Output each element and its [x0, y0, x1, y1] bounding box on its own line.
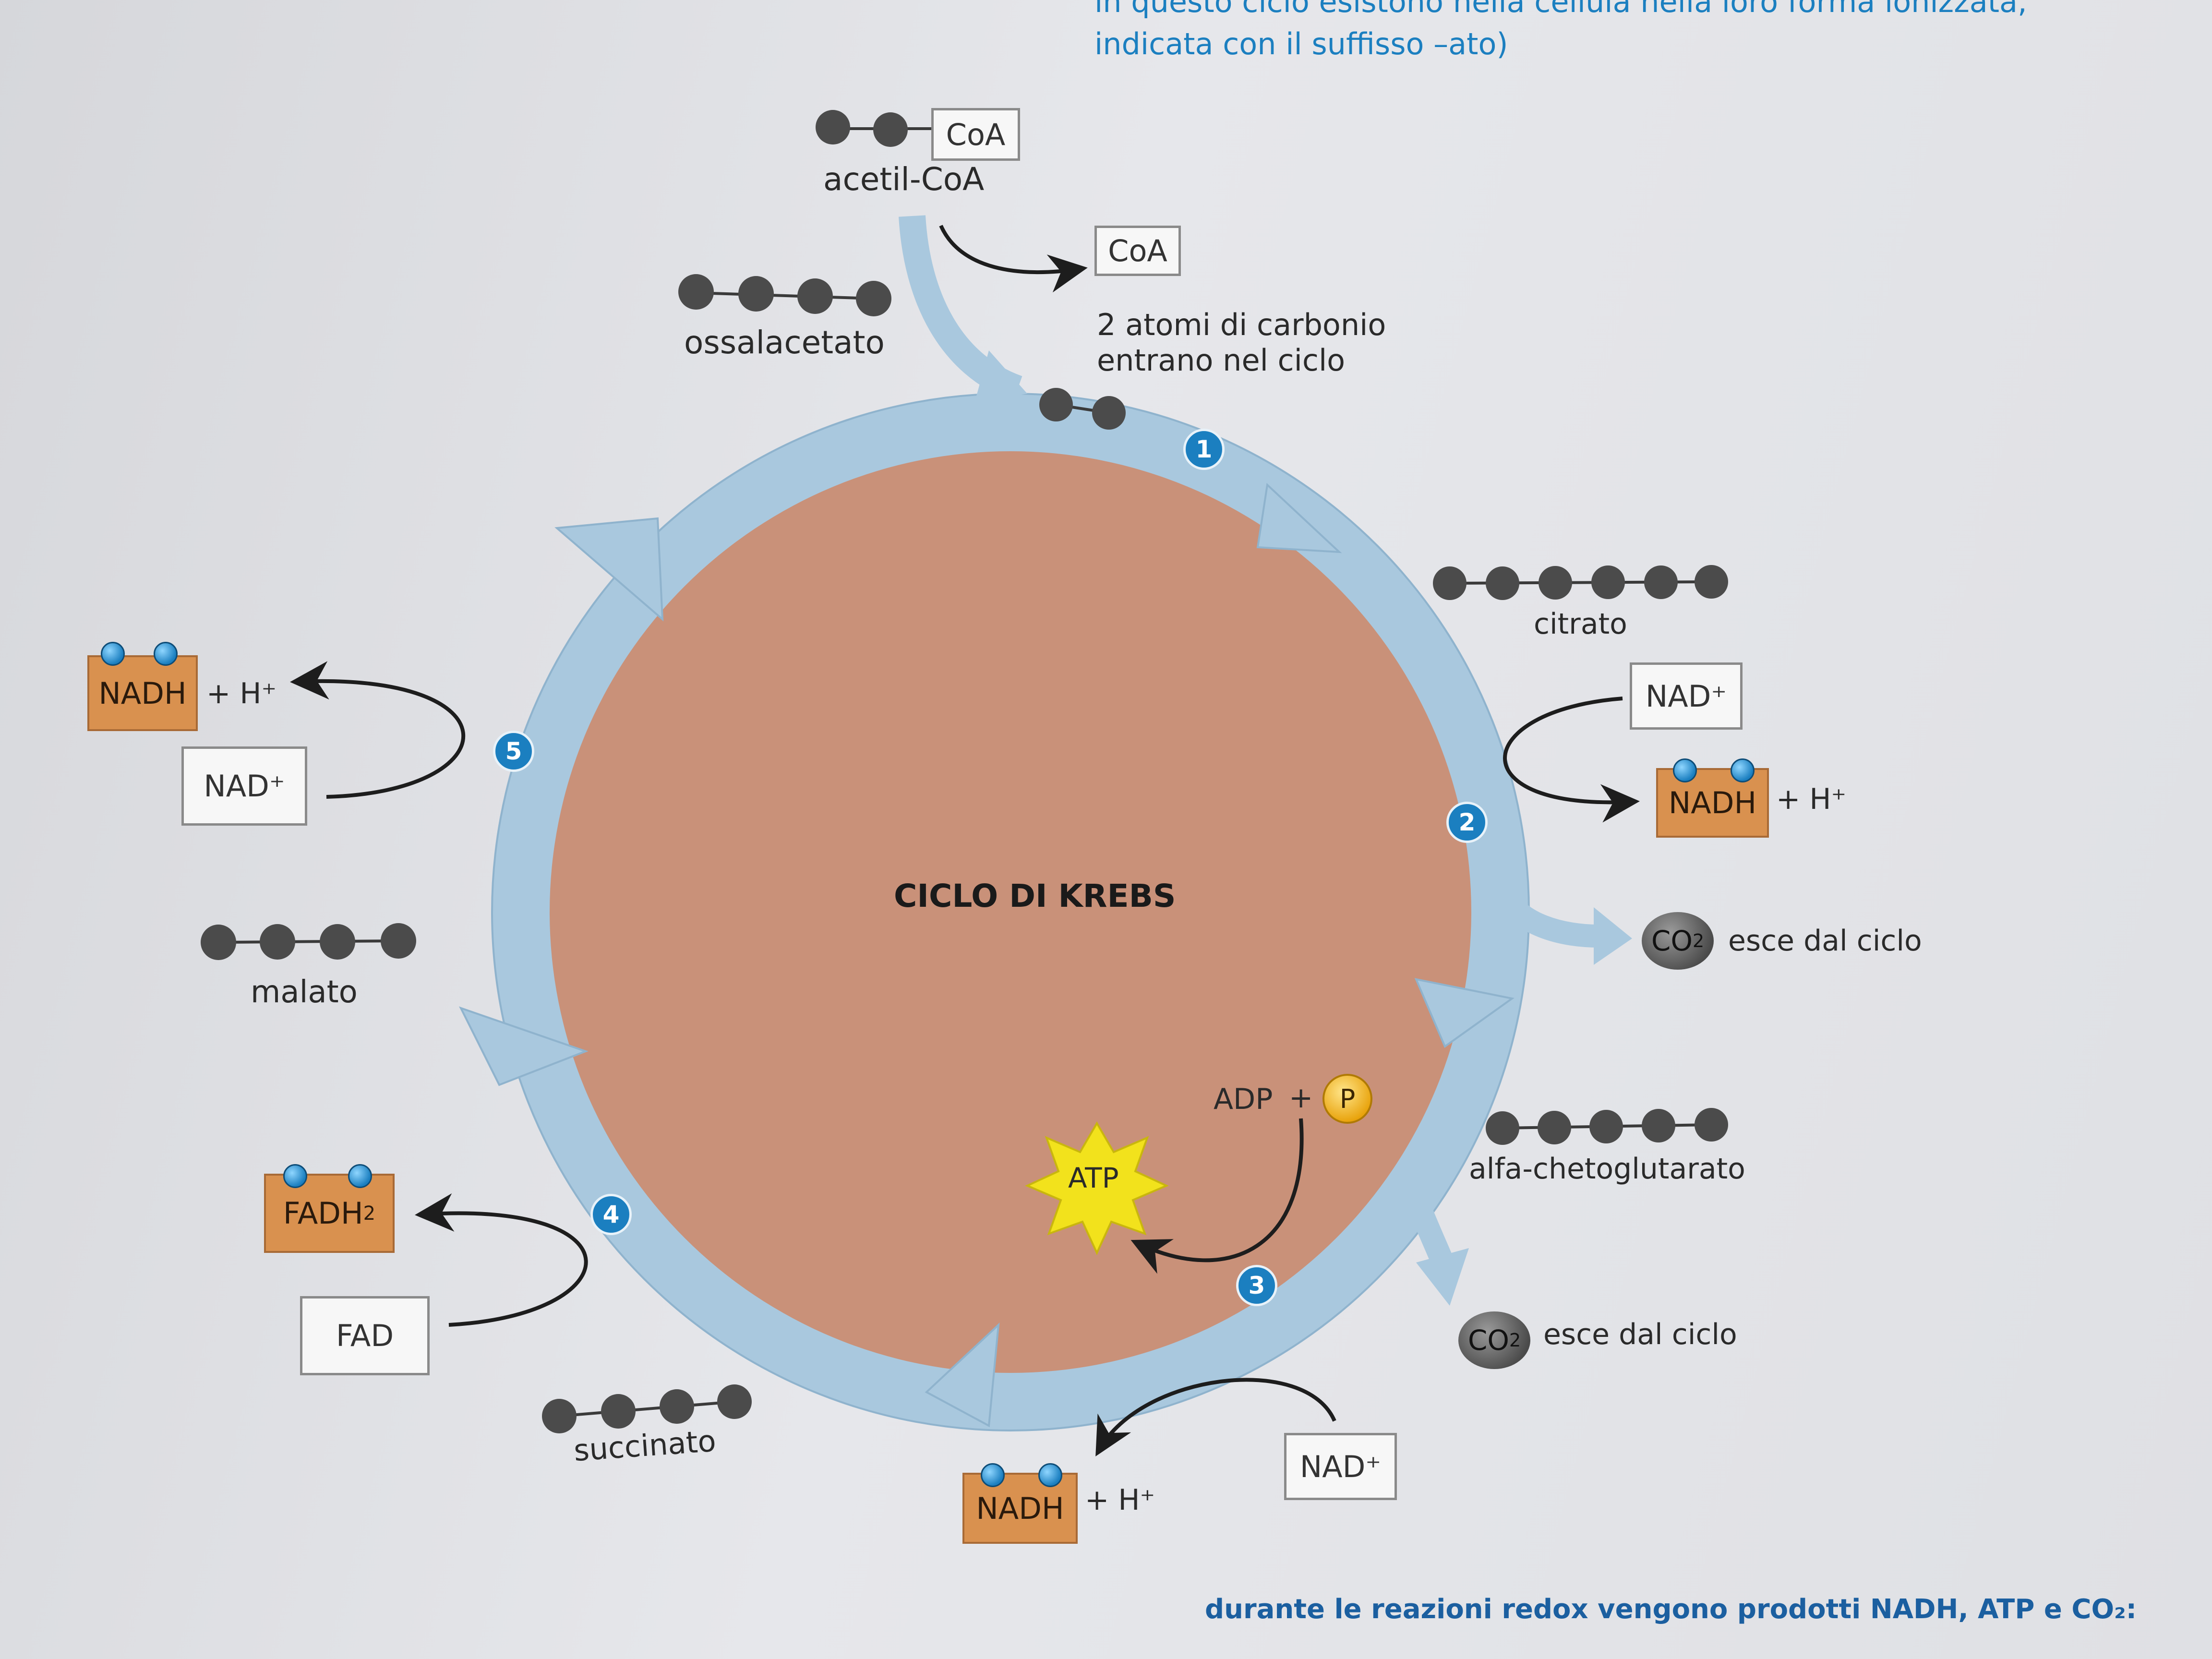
electron-dot	[154, 642, 178, 666]
carbon-atom	[601, 1394, 636, 1429]
fad-box: FAD	[300, 1296, 430, 1375]
step5-nadh-box: NADH	[87, 655, 198, 731]
electron-dot	[348, 1164, 372, 1188]
carbon-atom	[873, 112, 908, 147]
electron-dot	[283, 1164, 307, 1188]
entry-arrow-head	[974, 350, 1027, 403]
carbon-atom	[738, 276, 774, 312]
ring-arrow-1	[1256, 482, 1342, 553]
carbon-atom	[1092, 396, 1126, 430]
ring-arrow-5	[554, 517, 664, 622]
co2-exit-arrow-2-head	[1416, 1248, 1469, 1306]
electron-dot	[1673, 758, 1697, 782]
carbon-atom	[1695, 565, 1728, 599]
ossalacetato-chain	[678, 274, 891, 316]
ring-arrow-2	[1414, 978, 1515, 1048]
succinato-chain	[542, 1384, 752, 1433]
electron-dot	[1731, 758, 1755, 782]
step3-nad-box: NAD⁺	[1284, 1433, 1397, 1500]
alfa-chetoglutarato-label: alfa-chetoglutarato	[1469, 1152, 1745, 1186]
carbon-atom	[1539, 566, 1572, 600]
step2-nad-arrow	[1503, 697, 1640, 823]
coa-out-box: CoA	[1094, 226, 1181, 276]
step3-nadh-box: NADH	[962, 1473, 1078, 1544]
acetyl-chain	[816, 110, 931, 147]
carbon-atom	[1486, 1111, 1519, 1145]
carbon-atom	[816, 110, 850, 144]
adp-label: ADP	[1214, 1082, 1273, 1116]
co2-exit-arrow-1	[1490, 883, 1599, 948]
atp-label: ATP	[1068, 1162, 1119, 1194]
step5-nad-arrow	[290, 661, 465, 799]
step-4-badge: 4	[590, 1194, 632, 1235]
electron-dot	[981, 1463, 1005, 1487]
carbon-atom	[1644, 565, 1678, 599]
carbon-atom	[1589, 1110, 1623, 1143]
carbon-atom	[660, 1389, 694, 1424]
step2-co2: CO 2	[1642, 912, 1714, 970]
citrato-chain	[1433, 565, 1728, 600]
acetyl-coa-label: acetil-CoA	[823, 161, 985, 198]
step3-nad-arrow	[1095, 1378, 1336, 1456]
alfa-chain	[1486, 1108, 1728, 1145]
ring-arrow-4	[459, 1006, 589, 1086]
entering-carbons-chain	[1039, 388, 1126, 430]
step-3-badge: 3	[1236, 1265, 1277, 1306]
atp-starburst	[1025, 1121, 1169, 1255]
step-5-badge: 5	[493, 731, 534, 772]
phosphate-circle: P	[1322, 1074, 1372, 1124]
step-2-badge: 2	[1446, 802, 1488, 843]
electron-dot	[101, 642, 125, 666]
carbon-atom	[1642, 1109, 1675, 1142]
carbon-atom	[1591, 565, 1625, 599]
carbon-atom	[381, 923, 416, 959]
malato-chain	[201, 923, 416, 960]
step3-co2-text: esce dal ciclo	[1543, 1318, 1737, 1351]
citrato-label: citrato	[1534, 607, 1627, 641]
fadh2-box: FADH 2	[264, 1174, 395, 1253]
adp-plus: +	[1289, 1081, 1313, 1115]
carbon-atom	[260, 924, 295, 960]
carbon-atom	[542, 1399, 577, 1433]
cycle-title: CICLO DI KREBS	[894, 878, 1176, 914]
carbon-atom	[1433, 566, 1467, 600]
cycle-core	[550, 451, 1471, 1373]
malato-label: malato	[251, 974, 358, 1010]
coa-release-arrow	[939, 225, 1088, 293]
carbon-atom	[678, 274, 714, 310]
step5-h-label: + H⁺	[206, 677, 277, 710]
footer-caption: durante le reazioni redox vengono prodot…	[1205, 1594, 2137, 1625]
carbon-entry-label: 2 atomi di carbonio entrano nel ciclo	[1097, 307, 1386, 378]
ossalacetato-label: ossalacetato	[684, 324, 885, 361]
step4-fad-arrow	[415, 1193, 588, 1327]
atp-arrow	[1130, 1118, 1304, 1274]
co2-exit-arrow-1-head	[1594, 907, 1632, 965]
step2-nad-box: NAD⁺	[1630, 662, 1743, 730]
acetyl-coa-box: CoA	[931, 108, 1020, 161]
step-1-badge: 1	[1183, 429, 1225, 470]
step5-nad-box: NAD⁺	[181, 746, 307, 826]
step3-h-label: + H⁺	[1085, 1483, 1155, 1517]
carbon-atom	[797, 278, 833, 314]
step3-co2: CO 2	[1458, 1311, 1530, 1369]
carbon-atom	[320, 924, 355, 960]
entry-arrow	[899, 215, 1022, 402]
carbon-atom	[1486, 566, 1519, 600]
ring-arrow-3	[925, 1322, 1000, 1428]
carbon-atom	[1538, 1111, 1571, 1144]
step2-h-label: + H⁺	[1776, 782, 1847, 816]
header-line-1: in questo ciclo esistono nella cellula n…	[1094, 0, 2027, 19]
electron-dot	[1038, 1463, 1062, 1487]
carbon-atom	[1039, 388, 1073, 421]
carbon-atom	[717, 1384, 752, 1419]
header-caption: in questo ciclo esistono nella cellula n…	[1094, 0, 2027, 65]
step2-nadh-box: NADH	[1656, 768, 1769, 838]
step2-co2-text: esce dal ciclo	[1728, 924, 1922, 958]
carbon-atom	[201, 925, 236, 960]
carbon-atom	[856, 281, 891, 316]
header-line-2: indicata con il suffisso –ato)	[1094, 26, 1508, 61]
carbon-atom	[1695, 1108, 1728, 1142]
